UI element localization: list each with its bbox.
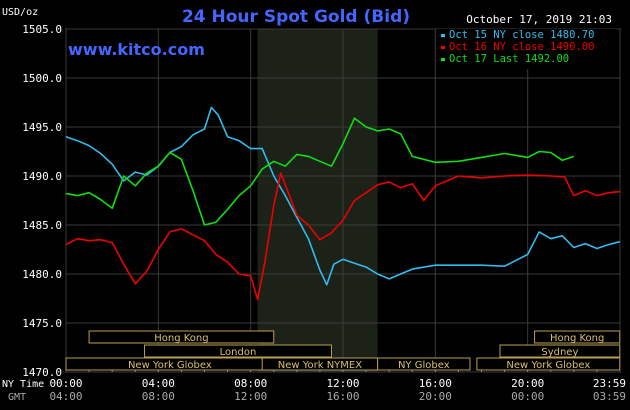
market-sessions: Hong Kong London New York Globex New York N… [65,330,621,371]
legend-entry: Oct 15 NY close 1480.70 [449,29,594,41]
ny-tick-label: 04:00 [142,377,175,390]
nymex-session-shade [257,29,378,372]
legend-entry: Oct 17 Last 1492.00 [449,53,569,65]
session-label: Hong Kong [154,333,208,344]
price-series [65,106,620,301]
x-axis: NY Time GMT 00:0004:0004:0008:0008:0012:… [2,377,626,403]
y-tick-label: 1495.0 [22,121,62,134]
y-tick-labels: 1505.0 1500.0 1495.0 1490.0 1485.0 1480.0 1475… [22,23,62,379]
series-line-oct-17 [65,117,575,226]
series-line-oct-16 [65,172,620,301]
session-bar [499,344,621,358]
session-label: Hong Kong [550,333,604,344]
legend-swatch [441,34,445,37]
gmt-tick-label: 03:59 [593,390,626,403]
legend-swatch [441,58,445,61]
ny-tick-label: 00:00 [49,377,82,390]
y-tick-label: 1485.0 [22,219,62,232]
session-bar [534,330,621,344]
session-label: London [220,347,257,358]
highlight-band [257,29,378,372]
series-line-oct-15 [65,106,620,286]
ny-tick-label: 23:59 [593,377,626,390]
session-label: New York Globex [128,360,212,371]
y-tick-label: 1480.0 [22,268,62,281]
legend-entry: Oct 16 NY close 1490.00 [449,41,594,53]
watermark: www.kitco.com [68,40,205,59]
y-tick-label: 1505.0 [22,23,62,36]
session-label: Sydney [541,347,578,358]
gmt-tick-label: 12:00 [234,390,267,403]
session-bar [143,344,332,358]
session-label: NY Globex [398,360,450,371]
session-bar [476,357,621,371]
ny-time-label: NY Time [2,379,44,390]
gmt-tick-label: 20:00 [419,390,452,403]
legend-swatch [441,46,445,49]
legend-box [437,29,617,69]
timestamp: October 17, 2019 21:03 [466,13,612,26]
gmt-tick-label: 04:00 [49,390,82,403]
y-tick-label: 1475.0 [22,317,62,330]
ny-tick-label: 08:00 [234,377,267,390]
session-bar [377,357,471,371]
gmt-tick-label: 08:00 [142,390,175,403]
chart-title: 24 Hour Spot Gold (Bid) [182,7,410,27]
y-tick-label: 1490.0 [22,170,62,183]
ny-tick-label: 20:00 [511,377,544,390]
gmt-tick-label: 00:00 [511,390,544,403]
session-bar [88,330,275,344]
session-label: New York NYMEX [278,360,363,371]
y-axis-label: USD/oz [2,7,38,18]
session-label: New York Globex [506,360,590,371]
y-tick-label: 1500.0 [22,72,62,85]
gmt-tick-label: 16:00 [326,390,359,403]
y-tick-label: 1470.0 [22,366,62,379]
ny-tick-label: 16:00 [419,377,452,390]
ny-tick-label: 12:00 [326,377,359,390]
gmt-label: GMT [8,392,26,403]
